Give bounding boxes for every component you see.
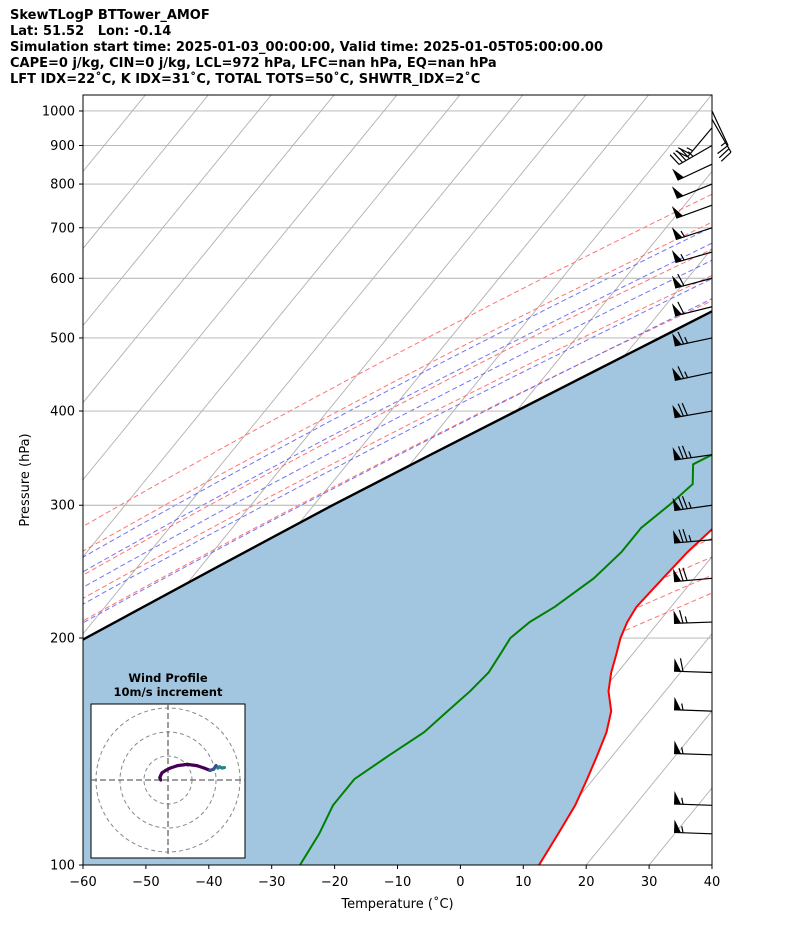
location-line: Lat: 51.52 Lon: -0.14: [10, 24, 172, 39]
isotherm-line: [83, 95, 587, 712]
wind-barb: [672, 402, 713, 419]
wind-barb: [672, 366, 713, 381]
x-tick-label: −50: [132, 875, 159, 890]
wind-barb: [672, 445, 713, 461]
x-tick-label: −30: [258, 875, 285, 890]
wind-barb: [673, 529, 713, 544]
temperature-profile: [538, 527, 712, 865]
wind-barb: [671, 227, 713, 241]
isotherm-line: [83, 95, 461, 558]
y-tick-label: 700: [50, 221, 75, 236]
x-tick-label: −60: [69, 875, 96, 890]
wind-barb: [671, 301, 713, 317]
isotherm-line: [83, 95, 209, 250]
hodograph-subtitle: 10m/s increment: [114, 685, 223, 699]
y-tick-label: 900: [50, 139, 75, 154]
moist-adiabat-line: [83, 226, 712, 558]
wind-barb: [711, 118, 732, 162]
parcel-profile: [83, 309, 712, 641]
y-tick-label: 100: [50, 859, 75, 874]
x-tick-label: 0: [456, 875, 464, 890]
dry-adiabat-line: [83, 248, 712, 576]
time-line: Simulation start time: 2025-01-03_00:00:…: [10, 40, 603, 55]
y-tick-label: 400: [50, 405, 75, 420]
wind-barb: [674, 658, 713, 674]
wind-barb: [671, 204, 713, 219]
x-tick-label: −20: [321, 875, 348, 890]
wind-barb: [672, 163, 713, 181]
isotherm-line: [522, 633, 712, 865]
dry-adiabat-line: [83, 193, 712, 528]
wind-barb: [673, 567, 713, 583]
y-tick-label: 600: [50, 272, 75, 287]
moist-adiabat-line: [83, 259, 712, 588]
wind-barb: [672, 496, 713, 512]
wind-barb: [672, 331, 713, 347]
chart-header: SkewTLogP BTTower_AMOF Lat: 51.52 Lon: -…: [10, 8, 603, 88]
x-tick-label: −40: [195, 875, 222, 890]
isotherm-line: [83, 95, 398, 481]
y-axis-label: Pressure (hPa): [18, 433, 33, 526]
wind-barb: [674, 790, 713, 806]
isotherm-line: [585, 710, 712, 865]
isotherm-line: [0, 95, 82, 865]
x-tick-label: 10: [515, 875, 532, 890]
isotherm-line: [83, 95, 272, 327]
isotherm-line: [83, 95, 524, 635]
mixing-ratio-line: [732, 95, 794, 278]
wind-barb: [671, 273, 713, 289]
wind-barb: [675, 127, 713, 158]
wind-barb: [671, 250, 713, 264]
wind-barb: [669, 144, 713, 165]
x-tick-label: −10: [384, 875, 411, 890]
wind-barb: [674, 740, 713, 756]
x-tick-label: 40: [704, 875, 721, 890]
wind-barb: [674, 819, 713, 835]
cape-line: CAPE=0 j/kg, CIN=0 j/kg, LCL=972 hPa, LF…: [10, 56, 497, 71]
isotherm-line: [711, 864, 712, 865]
y-tick-label: 800: [50, 178, 75, 193]
isotherm-line: [83, 95, 335, 404]
y-tick-label: 1000: [42, 104, 75, 119]
hodograph-segment: [185, 762, 199, 768]
y-tick-label: 200: [50, 632, 75, 647]
y-tick-label: 300: [50, 499, 75, 514]
moist-adiabat-line: [83, 278, 712, 605]
hodograph-segment: [176, 762, 189, 768]
dry-adiabat-line: [83, 300, 712, 622]
index-line: LFT IDX=22˚C, K IDX=31˚C, TOTAL TOTS=50˚…: [10, 72, 481, 87]
x-axis-label: Temperature (˚C): [340, 896, 453, 912]
hodograph-title: Wind Profile: [128, 671, 208, 685]
y-tick-label: 500: [50, 331, 75, 346]
x-tick-label: 30: [641, 875, 658, 890]
chart-title: SkewTLogP BTTower_AMOF: [10, 8, 210, 23]
dry-adiabat-line: [83, 221, 712, 552]
moist-adiabat-line: [83, 242, 712, 573]
wind-barb: [671, 183, 713, 199]
wind-barb: [673, 610, 713, 624]
x-tick-label: 20: [578, 875, 595, 890]
wind-barb: [674, 696, 713, 712]
